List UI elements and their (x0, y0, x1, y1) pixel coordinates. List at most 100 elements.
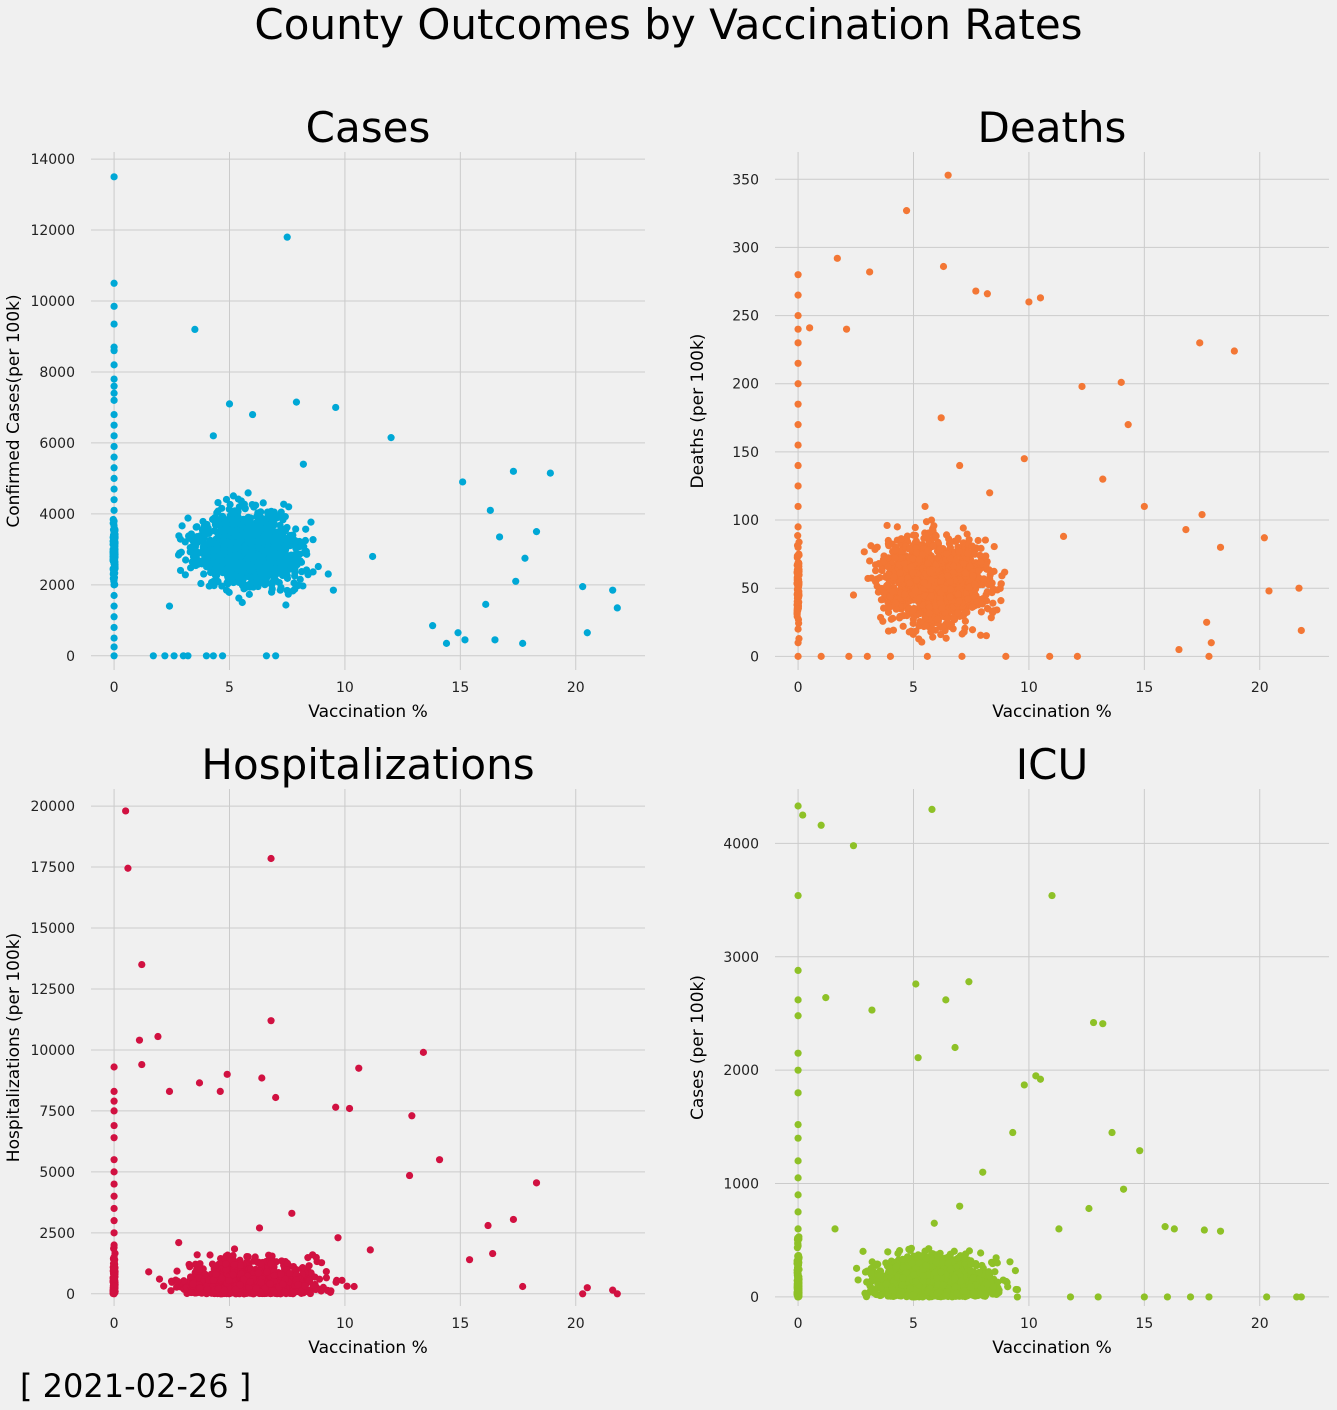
scatter-point (883, 582, 891, 590)
scatter-point (794, 400, 802, 408)
scatter-point (315, 1275, 324, 1283)
scatter-point (267, 1260, 275, 1268)
scatter-point (290, 579, 298, 587)
scatter-point (110, 1253, 118, 1261)
scatter-point (968, 603, 976, 611)
y-tick-label: 2000 (723, 1063, 759, 1079)
scatter-point (1020, 455, 1028, 463)
scatter-point (110, 389, 118, 397)
scatter-point (220, 1286, 229, 1294)
scatter-point (110, 382, 118, 390)
scatter-point (228, 538, 237, 546)
scatter-point (322, 1268, 330, 1276)
scatter-point (261, 547, 269, 555)
scatter-point (977, 558, 985, 566)
scatter-point (952, 556, 960, 565)
scatter-point (934, 553, 942, 561)
scatter-point (192, 540, 200, 548)
scatter-point (845, 652, 853, 660)
scatter-point (267, 588, 276, 596)
scatter-point (222, 1260, 230, 1268)
scatter-point (301, 1282, 309, 1290)
scatter-point (842, 325, 851, 333)
scatter-point (110, 634, 118, 642)
scatter-point (993, 586, 1001, 594)
scatter-point (193, 523, 201, 531)
y-tick-label: 5000 (39, 1165, 75, 1181)
scatter-point (927, 592, 936, 600)
scatter-point (177, 548, 185, 556)
x-tick-label: 0 (794, 1316, 803, 1332)
scatter-point (110, 1192, 118, 1200)
scatter-point (794, 271, 802, 279)
scatter-point (794, 564, 802, 572)
scatter-point (794, 461, 802, 470)
y-tick-label: 15000 (30, 921, 75, 937)
scatter-point (958, 630, 966, 638)
scatter-point (977, 608, 985, 616)
scatter-point (969, 572, 977, 580)
x-tick-label: 0 (110, 680, 119, 696)
scatter-point (613, 1290, 621, 1298)
scatter-point (184, 652, 192, 660)
x-tick-label: 15 (451, 1316, 469, 1332)
scatter-point (276, 558, 284, 566)
scatter-point (255, 561, 263, 569)
scatter-point (322, 1274, 331, 1282)
scatter-point (165, 602, 174, 610)
scatter-point (981, 536, 990, 544)
x-tick-label: 5 (225, 1316, 234, 1332)
scatter-point (929, 633, 937, 641)
y-tick-label: 4000 (723, 836, 759, 852)
scatter-point (964, 595, 972, 603)
scatter-point (276, 586, 284, 594)
scatter-point (928, 624, 936, 633)
scatter-point (1216, 543, 1225, 551)
scatter-point (196, 1260, 204, 1268)
scatter-point (213, 544, 221, 553)
scatter-point (959, 524, 967, 532)
scatter-point (332, 403, 340, 412)
scatter-point (110, 361, 118, 369)
scatter-point (255, 544, 263, 552)
scatter-point (408, 1112, 416, 1120)
scatter-point (909, 569, 917, 577)
scatter-point (959, 559, 967, 568)
x-axis-label: Vaccination % (992, 702, 1111, 722)
scatter-point (255, 553, 263, 561)
scatter-point (871, 567, 880, 575)
scatter-point (138, 960, 146, 969)
scatter-point (1124, 421, 1132, 429)
scatter-point (795, 551, 803, 559)
scatter-point (461, 636, 469, 644)
scatter-point (442, 639, 451, 647)
scatter-point (272, 531, 280, 539)
scatter-point (942, 634, 950, 642)
scatter-point (110, 173, 118, 181)
scatter-point (173, 1277, 182, 1285)
scatter-point (193, 532, 201, 541)
scatter-point (864, 574, 872, 583)
scatter-point (241, 544, 249, 552)
scatter-point (281, 572, 290, 580)
scatter-point (947, 585, 955, 593)
scatter-point (509, 467, 518, 475)
scatter-point (110, 1229, 118, 1237)
scatter-point (230, 1245, 239, 1253)
scatter-point (231, 529, 240, 537)
scatter-point (794, 639, 802, 647)
scatter-point (266, 554, 274, 562)
scatter-point (794, 482, 802, 490)
scatter-point (211, 565, 219, 573)
x-tick-label: 10 (1020, 1316, 1038, 1332)
scatter-point (230, 545, 239, 553)
scatter-point (454, 629, 462, 637)
scatter-point (272, 577, 281, 585)
scatter-point (512, 577, 520, 585)
scatter-point (884, 536, 892, 545)
scatter-point (329, 586, 337, 594)
scatter-point (110, 453, 118, 461)
scatter-point (182, 556, 190, 564)
x-tick-label: 10 (1020, 680, 1038, 696)
scatter-point (942, 531, 951, 539)
